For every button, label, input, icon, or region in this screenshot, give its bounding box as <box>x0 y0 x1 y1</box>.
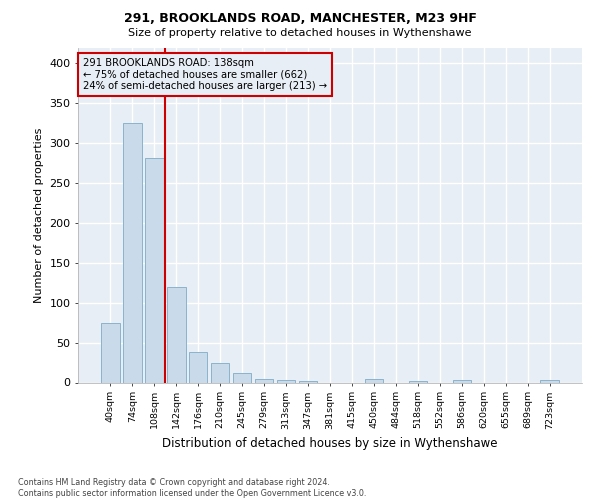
Bar <box>123 124 142 382</box>
Bar <box>299 381 317 382</box>
Bar <box>145 158 164 382</box>
Bar <box>189 352 208 382</box>
Bar <box>255 378 274 382</box>
Bar <box>101 322 119 382</box>
Text: Contains HM Land Registry data © Crown copyright and database right 2024.
Contai: Contains HM Land Registry data © Crown c… <box>18 478 367 498</box>
Bar <box>541 380 559 382</box>
Text: 291 BROOKLANDS ROAD: 138sqm
← 75% of detached houses are smaller (662)
24% of se: 291 BROOKLANDS ROAD: 138sqm ← 75% of det… <box>83 58 327 91</box>
Bar <box>452 380 471 382</box>
Text: 291, BROOKLANDS ROAD, MANCHESTER, M23 9HF: 291, BROOKLANDS ROAD, MANCHESTER, M23 9H… <box>124 12 476 26</box>
Bar <box>277 380 295 382</box>
Bar <box>211 362 229 382</box>
Y-axis label: Number of detached properties: Number of detached properties <box>34 128 44 302</box>
Bar <box>233 373 251 382</box>
Text: Size of property relative to detached houses in Wythenshawe: Size of property relative to detached ho… <box>128 28 472 38</box>
Bar <box>365 378 383 382</box>
Bar <box>409 381 427 382</box>
Bar <box>167 287 185 382</box>
X-axis label: Distribution of detached houses by size in Wythenshawe: Distribution of detached houses by size … <box>162 437 498 450</box>
